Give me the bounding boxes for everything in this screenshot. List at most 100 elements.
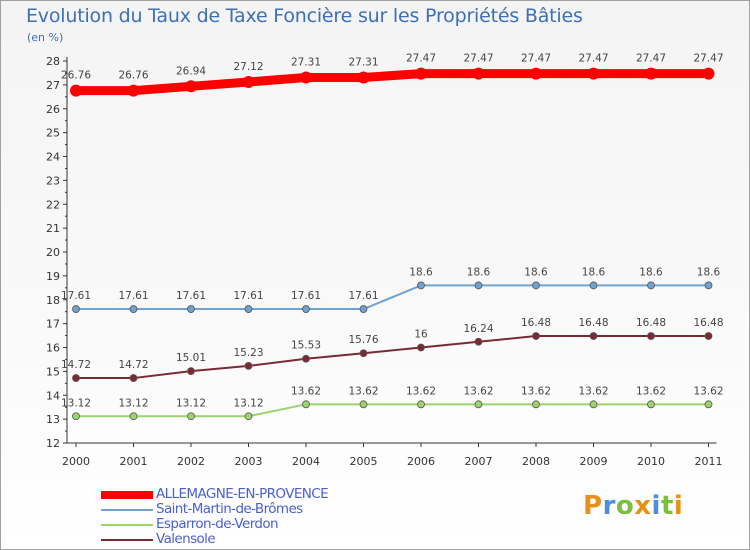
data-label: 13.62 <box>578 385 608 397</box>
y-tick-label: 13 <box>46 413 60 426</box>
data-point <box>357 71 370 84</box>
data-point <box>72 305 80 313</box>
data-label: 27.47 <box>521 53 551 65</box>
legend-swatch <box>101 508 153 511</box>
data-point <box>589 281 598 290</box>
data-label: 15.23 <box>233 347 263 359</box>
data-point <box>244 412 253 421</box>
data-point <box>532 281 540 290</box>
brand-letter: P <box>583 491 603 521</box>
data-label: 18.6 <box>697 266 721 278</box>
data-label: 13.62 <box>693 385 723 397</box>
series-line <box>75 403 710 418</box>
legend-swatch <box>101 523 153 526</box>
chart-title: Evolution du Taux de Taxe Foncière sur l… <box>26 5 583 27</box>
x-tick-label: 2002 <box>177 455 205 468</box>
data-label: 18.6 <box>639 266 663 278</box>
data-label: 27.31 <box>348 56 378 68</box>
legend-swatch <box>101 490 153 499</box>
data-point <box>187 412 195 421</box>
data-point <box>702 67 715 80</box>
x-tick-label: 2006 <box>407 455 435 468</box>
y-tick-label: 16 <box>46 342 60 355</box>
data-label: 27.47 <box>406 53 436 65</box>
brand-letter: o <box>615 491 635 521</box>
data-label: 13.62 <box>291 385 321 397</box>
data-point <box>589 332 598 340</box>
data-point <box>244 361 253 370</box>
y-tick-label: 27 <box>46 79 60 92</box>
data-label: 17.61 <box>118 290 148 302</box>
data-label: 13.62 <box>636 385 666 397</box>
data-point <box>244 305 253 313</box>
data-label: 27.47 <box>463 53 493 65</box>
data-label: 17.61 <box>348 290 378 302</box>
data-point <box>72 412 80 421</box>
data-point <box>242 76 255 89</box>
brand-letter: x <box>634 491 652 521</box>
x-tick-label: 2007 <box>465 455 493 468</box>
data-point <box>472 67 485 80</box>
x-tick-label: 2011 <box>695 455 723 468</box>
data-point <box>417 343 425 352</box>
data-point <box>704 281 713 290</box>
data-point <box>532 332 540 340</box>
data-point <box>704 400 713 409</box>
x-tick-label: 2000 <box>62 455 90 468</box>
x-tick-label: 2008 <box>522 455 550 468</box>
legend-label: Esparron-de-Verdon <box>156 516 279 532</box>
y-tick-label: 18 <box>46 294 60 307</box>
data-point <box>129 374 138 382</box>
data-label: 26.76 <box>118 70 148 82</box>
data-point <box>129 305 138 313</box>
data-point <box>302 305 310 313</box>
data-label: 13.62 <box>521 385 551 397</box>
data-point <box>129 412 138 421</box>
x-tick-label: 2009 <box>580 455 608 468</box>
data-label: 16 <box>414 329 428 341</box>
data-label: 17.61 <box>233 290 263 302</box>
data-point <box>417 281 425 290</box>
x-tick-label: 2010 <box>637 455 665 468</box>
data-label: 13.12 <box>61 397 91 409</box>
data-label: 27.47 <box>636 53 666 65</box>
data-point <box>302 354 310 363</box>
data-point <box>70 84 82 97</box>
data-label: 16.24 <box>463 323 493 335</box>
brand-logo: Proxiti <box>583 491 683 521</box>
data-point <box>474 281 483 290</box>
data-label: 14.72 <box>61 359 91 371</box>
brand-letter: i <box>673 491 684 521</box>
data-point <box>647 281 655 290</box>
line-chart: 12 13 14 15 16 17 18 19 20 21 22 23 24 25 26 27 28 2000 20… <box>46 53 724 468</box>
data-label: 16.48 <box>636 317 666 329</box>
data-point <box>185 80 197 93</box>
data-point <box>187 305 195 313</box>
data-label: 13.12 <box>233 397 263 409</box>
data-point <box>359 305 368 313</box>
data-label: 18.6 <box>467 266 491 278</box>
data-label: 26.94 <box>176 65 206 77</box>
data-label: 13.62 <box>463 385 493 397</box>
data-label: 27.31 <box>291 56 321 68</box>
data-label: 18.6 <box>582 266 606 278</box>
brand-letter: t <box>660 491 674 521</box>
y-tick-label: 23 <box>46 174 60 187</box>
brand-letter: r <box>602 491 616 521</box>
data-label: 16.48 <box>521 317 551 329</box>
data-label: 16.48 <box>693 317 723 329</box>
x-tick-label: 2003 <box>235 455 263 468</box>
data-point <box>417 400 425 409</box>
legend-label: Valensole <box>156 531 216 547</box>
data-label: 17.61 <box>291 290 321 302</box>
data-point <box>474 400 483 409</box>
legend-label: Saint-Martin-de-Brômes <box>156 501 303 517</box>
data-label: 17.61 <box>176 290 206 302</box>
data-label: 13.12 <box>176 397 206 409</box>
data-point <box>359 400 368 409</box>
data-point <box>587 67 600 80</box>
y-tick-label: 28 <box>46 55 60 68</box>
data-label: 27.47 <box>693 53 723 65</box>
data-label: 26.76 <box>61 70 91 82</box>
y-tick-label: 15 <box>46 365 60 378</box>
